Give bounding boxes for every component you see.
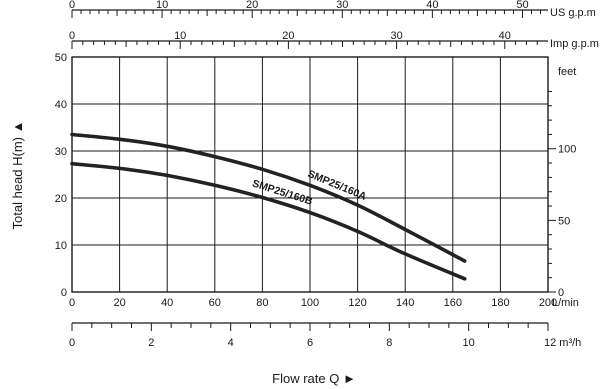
y-tick-label: 0 <box>61 287 67 299</box>
top-axis-tick-label: 30 <box>336 0 348 11</box>
series-curve-smp25-160b <box>70 161 467 281</box>
top-axis-unit-label: Imp g.p.m <box>550 38 599 50</box>
m3h-tick-label: 10 <box>463 337 475 349</box>
m3h-tick-label: 0 <box>69 337 75 349</box>
y-tick-label: 40 <box>55 99 67 111</box>
top-axis-tick-label: 40 <box>426 0 438 11</box>
x-tick-label: 180 <box>491 297 509 309</box>
top-axis-tick-label: 30 <box>390 30 402 42</box>
top-axis-tick-label: 10 <box>156 0 168 11</box>
series-curve-smp25-160a <box>70 132 467 263</box>
top-axis-tick-label: 0 <box>69 0 75 11</box>
x-axis-title: Flow rate Q ► <box>272 371 356 386</box>
m3h-unit-label: 12 m³/h <box>544 337 581 349</box>
x-tick-label: 20 <box>113 297 125 309</box>
x-tick-label: 0 <box>69 297 75 309</box>
top-axis-tick-label: 20 <box>282 30 294 42</box>
x-tick-label: 80 <box>256 297 268 309</box>
y-tick-label: 50 <box>55 52 67 64</box>
top-axis-unit-label: US g.p.m <box>550 7 596 19</box>
x-unit-label: L/min <box>552 297 579 309</box>
right-axis-tick-label: 100 <box>558 144 576 156</box>
m3h-tick-label: 4 <box>228 337 234 349</box>
m3h-tick-label: 6 <box>307 337 313 349</box>
y-tick-label: 30 <box>55 146 67 158</box>
top-axis-tick-label: 0 <box>69 30 75 42</box>
x-tick-label: 40 <box>161 297 173 309</box>
top-axis-tick-label: 10 <box>174 30 186 42</box>
x-tick-label: 120 <box>348 297 366 309</box>
x-tick-label: 60 <box>209 297 221 309</box>
x-tick-label: 100 <box>301 297 319 309</box>
right-axis-tick-label: 50 <box>558 215 570 227</box>
y-tick-label: 10 <box>55 240 67 252</box>
m3h-tick-label: 8 <box>386 337 392 349</box>
top-axis-tick-label: 20 <box>246 0 258 11</box>
x-tick-label: 200 <box>539 297 557 309</box>
right-axis-unit-label: feet <box>558 66 576 78</box>
right-axis-tick-label: 0 <box>558 287 564 299</box>
x-tick-label: 140 <box>396 297 414 309</box>
top-axis-tick-label: 50 <box>516 0 528 11</box>
top-axis-tick-label: 40 <box>499 30 511 42</box>
y-tick-label: 20 <box>55 193 67 205</box>
x-tick-label: 160 <box>444 297 462 309</box>
m3h-tick-label: 2 <box>148 337 154 349</box>
y-axis-title: Total head H(m) ▲ <box>10 121 25 230</box>
